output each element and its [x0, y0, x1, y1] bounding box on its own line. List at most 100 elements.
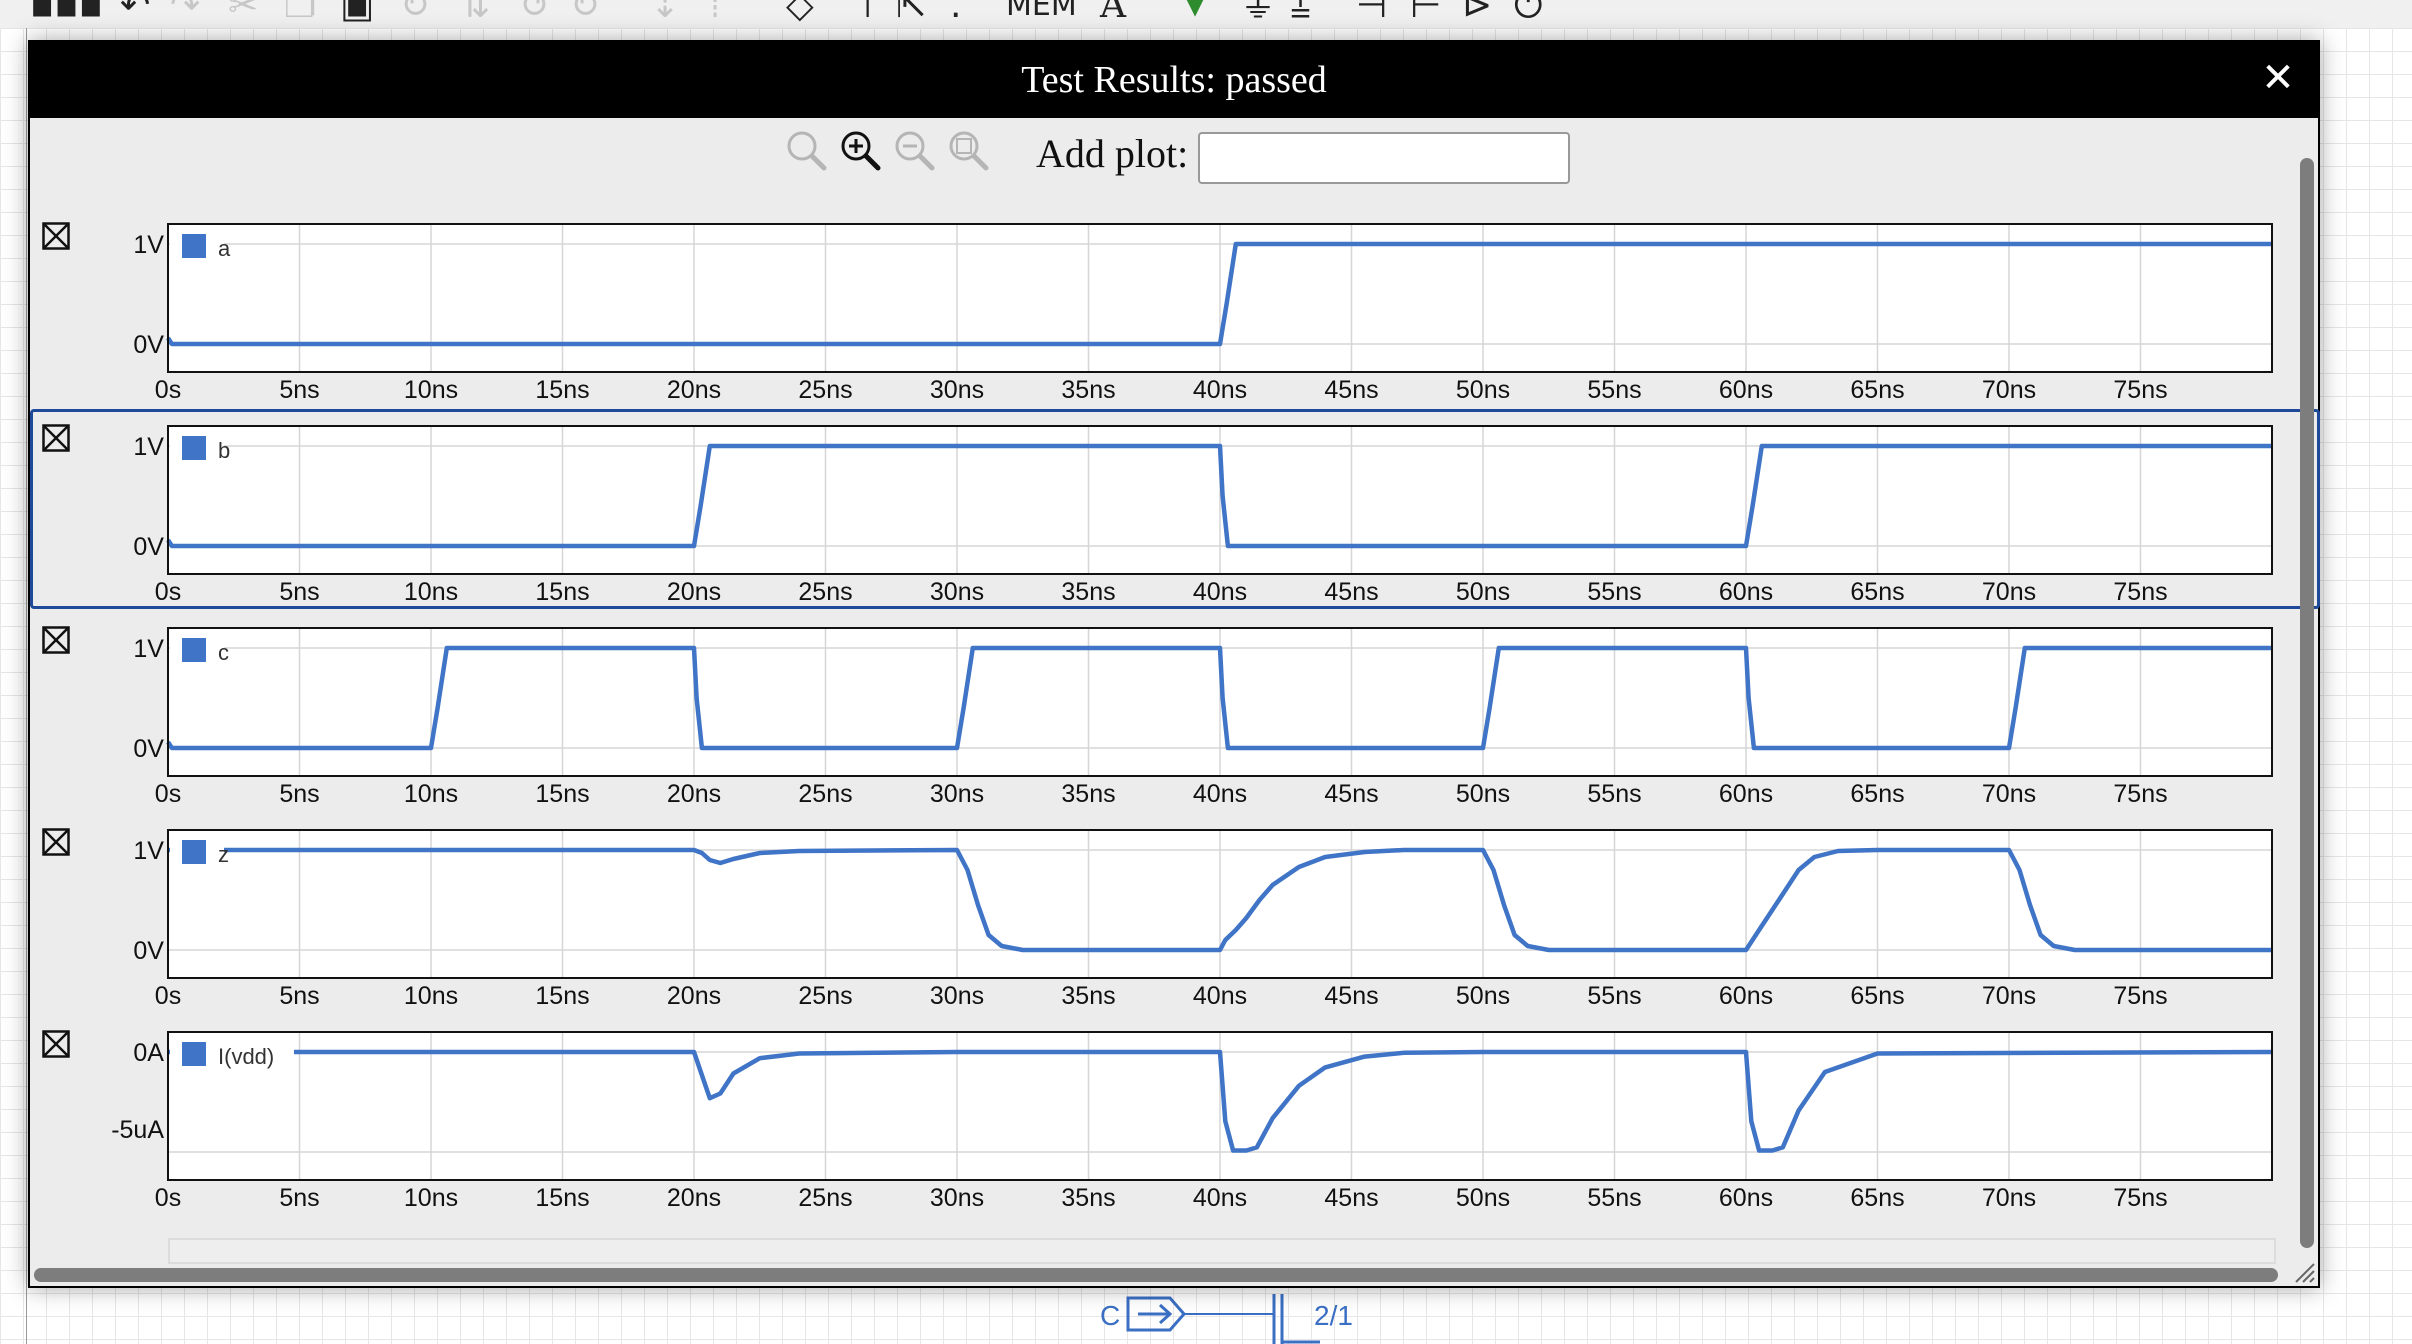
add-plot-input[interactable]: [1198, 132, 1570, 184]
plot-ivdd-x-tick-label: 50ns: [1456, 1184, 1510, 1212]
plot-a-x-tick-label: 50ns: [1456, 376, 1510, 404]
plot-z-x-tick-label: 15ns: [535, 982, 589, 1010]
close-button[interactable]: ✕: [2261, 55, 2295, 101]
plot-a-x-tick-label: 45ns: [1324, 376, 1378, 404]
plot-a-x-tick-label: 0s: [155, 376, 181, 404]
waveform-icon[interactable]: ⩲: [1290, 0, 1312, 26]
mem-button[interactable]: MEM: [1006, 0, 1077, 23]
plot-z-x-tick-label: 0s: [155, 982, 181, 1010]
plot-c-x-tick-label: 60ns: [1719, 780, 1773, 808]
plot-b-x-tick-label: 75ns: [2113, 578, 2167, 606]
gate-icon[interactable]: ⊳: [1462, 0, 1493, 26]
jumper-icon[interactable]: ⇱: [896, 0, 927, 26]
probe-icon[interactable]: ↺: [520, 0, 551, 26]
check-icon[interactable]: ▾: [1186, 0, 1205, 26]
port-label: C: [1100, 1300, 1121, 1331]
power-icon[interactable]: ⏻: [1514, 0, 1543, 26]
plot-ivdd-x-tick-label: 25ns: [798, 1184, 852, 1212]
plot-ivdd-x-tick-label: 40ns: [1193, 1184, 1247, 1212]
plot-b-x-tick-label: 60ns: [1719, 578, 1773, 606]
plot-z-x-tick-label: 50ns: [1456, 982, 1510, 1010]
plot-ivdd-x-tick-label: 75ns: [2113, 1184, 2167, 1212]
remove-plot-ivdd-button[interactable]: [42, 1030, 70, 1058]
plot-ivdd-x-tick-label: 30ns: [930, 1184, 984, 1212]
rotate-cw-icon[interactable]: ↻: [570, 0, 601, 26]
remove-plot-c-button[interactable]: [42, 626, 70, 654]
plot-ivdd-trace: [168, 1049, 2273, 1153]
plot-a-frame: [167, 223, 2273, 373]
flip-icon[interactable]: ⇣: [650, 0, 681, 26]
plot-z-x-tick-label: 40ns: [1193, 982, 1247, 1010]
text-tool-icon[interactable]: A: [1100, 0, 1126, 26]
plot-z-x-tick-label: 55ns: [1587, 982, 1641, 1010]
zoom-fit-icon[interactable]: [946, 128, 990, 172]
remove-plot-b-button[interactable]: [42, 424, 70, 452]
plot-c-x-tick-label: 50ns: [1456, 780, 1510, 808]
plot-ivdd-y-tick-label: -5uA: [111, 1116, 164, 1144]
node-icon[interactable]: ⁚: [950, 0, 962, 26]
add-plot-label: Add plot:: [1036, 131, 1189, 176]
plot-z-x-tick-label: 10ns: [404, 982, 458, 1010]
nfet-icon[interactable]: ⊢: [1410, 0, 1442, 26]
schematic-port[interactable]: C 2/1: [1090, 1286, 1390, 1344]
plot-c-y-tick-label: 0V: [133, 735, 164, 763]
resize-grip-icon[interactable]: [2290, 1258, 2316, 1284]
flip-up-icon[interactable]: ⇡: [700, 0, 731, 26]
plot-b-x-tick-label: 30ns: [930, 578, 984, 606]
redo-icon[interactable]: ↷: [170, 0, 201, 26]
plot-a-x-tick-label: 35ns: [1061, 376, 1115, 404]
plot-b-x-tick-label: 10ns: [404, 578, 458, 606]
plot-b-x-tick-label: 5ns: [279, 578, 319, 606]
plot-b-x-tick-label: 65ns: [1850, 578, 1904, 606]
horizontal-scrollbar-thumb[interactable]: [34, 1268, 2278, 1282]
plot-c-y-tick-label: 1V: [133, 635, 164, 663]
plot-a-x-tick-label: 60ns: [1719, 376, 1773, 404]
canvas-border: [26, 28, 27, 1344]
waveform-plots[interactable]: 0s 5ns 10ns 15ns 20ns 25ns 30ns 35ns 40ns 45ns 50n…: [30, 42, 2318, 1286]
zoom-reset-icon[interactable]: [784, 128, 828, 172]
vertical-scrollbar-thumb[interactable]: [2300, 158, 2314, 1248]
plot-b-x-tick-label: 40ns: [1193, 578, 1247, 606]
plot-c-x-tick-label: 20ns: [667, 780, 721, 808]
plot-ivdd-x-tick-label: 35ns: [1061, 1184, 1115, 1212]
size-ratio-label: 2/1: [1314, 1300, 1353, 1331]
paste-icon[interactable]: ▣: [340, 0, 375, 26]
transistor-icon[interactable]: ⊣: [1356, 0, 1388, 26]
remove-plot-a-button[interactable]: [42, 222, 70, 250]
plot-b-x-tick-label: 0s: [155, 578, 181, 606]
plot-a-y-tick-label: 0V: [133, 331, 164, 359]
copy-icon[interactable]: ❐: [284, 0, 317, 26]
plot-c-frame: [167, 627, 2273, 777]
plot-c-x-tick-label: 65ns: [1850, 780, 1904, 808]
plot-b-x-tick-label: 35ns: [1061, 578, 1115, 606]
plot-ivdd-legend-label: I(vdd): [218, 1044, 274, 1069]
grid-menu-icon[interactable]: ▪▪▪: [30, 0, 104, 26]
cut-icon[interactable]: ✂: [228, 0, 259, 26]
remove-plot-z-button[interactable]: [42, 828, 70, 856]
plot-ivdd-x-tick-label: 20ns: [667, 1184, 721, 1212]
plot-z-frame: [167, 829, 2273, 979]
plot-c-x-tick-label: 5ns: [279, 780, 319, 808]
zoom-out-icon[interactable]: [892, 128, 936, 172]
port-icon[interactable]: ◇: [786, 0, 814, 26]
plot-b-x-tick-label: 25ns: [798, 578, 852, 606]
plot-c-x-tick-label: 55ns: [1587, 780, 1641, 808]
rotate-icon[interactable]: ↻: [400, 0, 431, 26]
plot-z-x-tick-label: 75ns: [2113, 982, 2167, 1010]
vertical-scrollbar[interactable]: [2300, 118, 2314, 1268]
port-arrow-icon: [1126, 1294, 1320, 1344]
plot-c-legend-swatch: [182, 638, 206, 662]
undo-icon[interactable]: ↶: [120, 0, 151, 26]
dialog-titlebar[interactable]: Test Results: passed ✕: [30, 42, 2318, 118]
plot-a-legend-label: a: [218, 236, 231, 261]
wire-icon[interactable]: ⊤: [852, 0, 884, 26]
plot-a-legend-swatch: [182, 234, 206, 258]
timeline-scrollbar[interactable]: [168, 1238, 2276, 1264]
reflect-icon[interactable]: ⇅: [460, 0, 491, 26]
plot-z-x-tick-label: 65ns: [1850, 982, 1904, 1010]
plot-b-legend-swatch: [182, 436, 206, 460]
plot-c-trace: [166, 645, 2272, 751]
ground-icon[interactable]: ⏚: [1240, 0, 1277, 26]
zoom-in-icon[interactable]: [838, 128, 882, 172]
plot-c-x-tick-label: 45ns: [1324, 780, 1378, 808]
